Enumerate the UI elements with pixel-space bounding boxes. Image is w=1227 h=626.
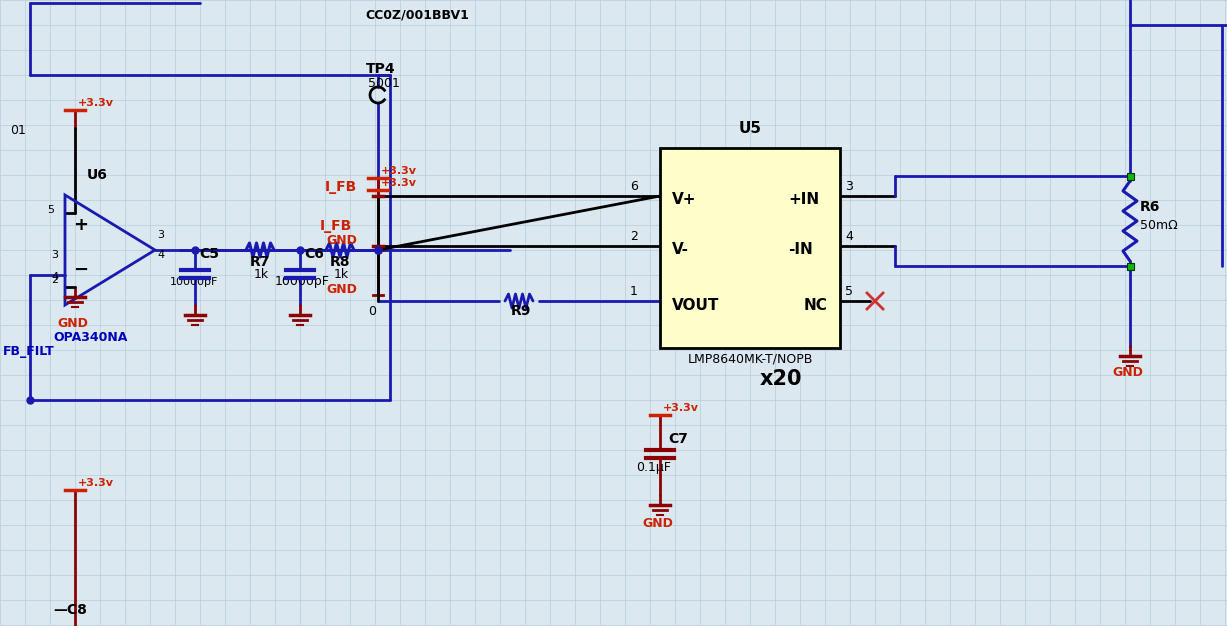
Text: I_FB: I_FB: [320, 219, 352, 233]
Bar: [1126, 262, 1134, 270]
Text: C5: C5: [199, 247, 218, 261]
Text: VOUT: VOUT: [672, 297, 719, 312]
Text: 4: 4: [52, 272, 58, 282]
Text: FB_FILT: FB_FILT: [2, 345, 55, 358]
Text: GND: GND: [326, 283, 357, 296]
Text: +3.3v: +3.3v: [79, 478, 114, 488]
Text: U5: U5: [739, 121, 762, 136]
Text: 50mΩ: 50mΩ: [1140, 219, 1178, 232]
Text: 2: 2: [629, 230, 638, 243]
Text: 1k: 1k: [254, 268, 269, 281]
Text: 3: 3: [52, 250, 58, 260]
Text: 4: 4: [845, 230, 853, 243]
Text: I_FB: I_FB: [325, 180, 357, 194]
Text: 3: 3: [845, 180, 853, 193]
Text: 0: 0: [368, 305, 375, 318]
Text: NC: NC: [804, 297, 828, 312]
Text: +IN: +IN: [788, 193, 820, 207]
Text: LMP8640MK-T/NOPB: LMP8640MK-T/NOPB: [687, 353, 812, 366]
Text: 01: 01: [10, 123, 26, 136]
Text: V+: V+: [672, 193, 697, 207]
Text: GND: GND: [326, 234, 357, 247]
Bar: [660, 148, 840, 348]
Text: 1k: 1k: [334, 268, 350, 281]
Text: 5: 5: [845, 285, 853, 298]
Text: +: +: [72, 216, 88, 234]
Text: U6: U6: [87, 168, 108, 182]
Text: GND: GND: [56, 317, 88, 330]
Text: CC0Z/001BBV1: CC0Z/001BBV1: [364, 8, 469, 21]
Text: GND: GND: [1112, 366, 1142, 379]
Text: 10000pF: 10000pF: [171, 277, 218, 287]
Text: 1: 1: [629, 285, 638, 298]
Text: 3: 3: [157, 230, 164, 240]
Text: R7: R7: [250, 255, 270, 269]
Text: x20: x20: [760, 369, 802, 389]
Text: R6: R6: [1140, 200, 1161, 214]
Text: TP4: TP4: [366, 62, 395, 76]
Text: 6: 6: [629, 180, 638, 193]
Text: -IN: -IN: [788, 242, 812, 257]
Text: +3.3v: +3.3v: [382, 178, 417, 188]
Text: C7: C7: [667, 432, 688, 446]
Text: 5001: 5001: [368, 77, 400, 90]
Text: 0.1μF: 0.1μF: [636, 461, 671, 474]
Text: 5: 5: [47, 205, 54, 215]
Text: GND: GND: [642, 517, 672, 530]
Text: R8: R8: [330, 255, 351, 269]
Text: OPA340NA: OPA340NA: [53, 331, 128, 344]
Text: C6: C6: [304, 247, 324, 261]
Text: V-: V-: [672, 242, 690, 257]
Text: +3.3v: +3.3v: [663, 403, 699, 413]
Bar: [1126, 173, 1134, 180]
Text: R9: R9: [510, 304, 531, 318]
Text: +3.3v: +3.3v: [382, 166, 417, 176]
Text: −: −: [72, 261, 88, 279]
Text: 2: 2: [52, 275, 58, 285]
Text: 4: 4: [157, 250, 164, 260]
Text: +3.3v: +3.3v: [79, 98, 114, 108]
Text: —C8: —C8: [53, 603, 87, 617]
Text: 10000pF: 10000pF: [275, 275, 330, 288]
